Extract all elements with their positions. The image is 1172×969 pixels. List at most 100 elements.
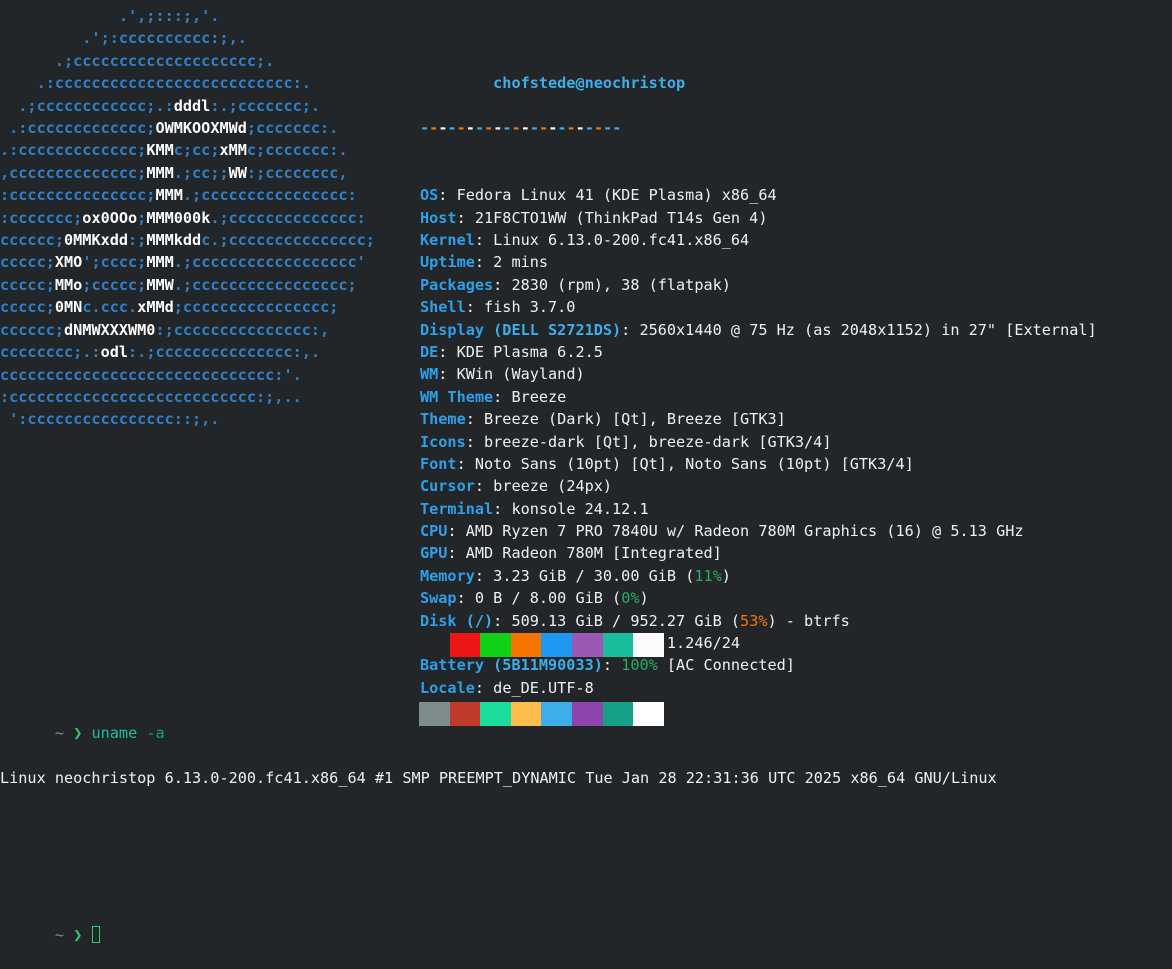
text-cursor[interactable] bbox=[91, 925, 100, 943]
prompt-cwd-current: ~ bbox=[54, 925, 65, 944]
info-value-tail: ) bbox=[721, 566, 731, 585]
terminal-color-palette bbox=[419, 588, 664, 770]
info-value-percent: 53% bbox=[740, 611, 768, 630]
info-key-suffix: (/) bbox=[456, 611, 494, 630]
palette-swatch-normal-4 bbox=[541, 632, 572, 657]
fastfetch-output: .',;:::;,'. .';:cccccccccc:;,. .;ccccccc… bbox=[0, 5, 1097, 744]
rule-dash: - bbox=[557, 119, 567, 138]
logo-line: .';:cccccccccc:;,. bbox=[0, 29, 247, 48]
rule-dash: - bbox=[438, 119, 448, 138]
command-name: uname bbox=[91, 724, 138, 743]
info-key: Terminal bbox=[420, 499, 494, 518]
prompt-line-history: ~ ❯ uname -a bbox=[0, 700, 997, 742]
palette-swatch-bright-0 bbox=[419, 701, 450, 726]
username: chofstede bbox=[493, 74, 576, 93]
info-key-suffix: (DELL S2721DS) bbox=[484, 320, 622, 339]
logo-line: :ccccccc;ox0OOo;MMM000k.;cccccccccccccc: bbox=[0, 208, 366, 227]
info-key: GPU bbox=[420, 544, 448, 563]
info-colon: : bbox=[465, 410, 485, 429]
info-row: WM: KWin (Wayland) bbox=[420, 363, 1097, 385]
info-value: AMD Ryzen 7 PRO 7840U w/ Radeon 780M Gra… bbox=[465, 522, 1024, 541]
info-value: fish 3.7.0 bbox=[484, 298, 576, 317]
palette-swatch-bright-1 bbox=[449, 701, 481, 726]
info-row: Display (DELL S2721DS): 2560x1440 @ 75 H… bbox=[420, 319, 1097, 341]
info-key: Cursor bbox=[420, 477, 475, 496]
info-entries: OS: Fedora Linux 41 (KDE Plasma) x86_64 H… bbox=[420, 184, 1097, 699]
logo-line: :ccccccccccccccccccccccccccc:;,.. bbox=[0, 387, 302, 406]
palette-row-bright bbox=[419, 701, 664, 726]
shell-session[interactable]: ~ ❯ uname -a Linux neochristop 6.13.0-20… bbox=[0, 655, 997, 969]
info-key: Theme bbox=[420, 410, 466, 429]
info-row: Host: 21F8CTO1WW (ThinkPad T14s Gen 4) bbox=[420, 207, 1097, 229]
info-key: Memory bbox=[420, 566, 475, 585]
info-key: WM Theme bbox=[420, 387, 494, 406]
info-key: OS bbox=[420, 186, 439, 205]
info-row: Icons: breeze-dark [Qt], breeze-dark [GT… bbox=[420, 431, 1097, 453]
info-key: DE bbox=[420, 342, 439, 361]
info-colon: : bbox=[493, 387, 512, 406]
palette-swatch-bright-4 bbox=[541, 701, 572, 726]
rule-dash: - bbox=[502, 119, 512, 138]
terminal-window[interactable]: .',;:::;,'. .';:cccccccccc:;,. .;ccccccc… bbox=[0, 0, 1172, 944]
info-value: AMD Radeon 780M [Integrated] bbox=[465, 544, 722, 563]
info-key: WM bbox=[420, 365, 439, 384]
palette-swatch-bright-2 bbox=[480, 701, 511, 726]
prompt-arrow-icon: ❯ bbox=[73, 724, 83, 743]
info-row: OS: Fedora Linux 41 (KDE Plasma) x86_64 bbox=[420, 184, 1097, 206]
logo-line: .:ccccccccccccc;KMMc;cc;xMMc;ccccccc:. bbox=[0, 141, 348, 160]
info-row: Shell: fish 3.7.0 bbox=[420, 296, 1097, 318]
system-info-list: chofstede@neochristop ------------------… bbox=[420, 5, 1097, 744]
info-colon: : bbox=[465, 298, 485, 317]
rule-dash: - bbox=[520, 119, 530, 138]
info-key: Uptime bbox=[420, 253, 475, 272]
rule-dash: - bbox=[539, 119, 549, 138]
info-colon: : bbox=[447, 522, 466, 541]
logo-line: .;cccccccccccccccccccc;. bbox=[0, 51, 275, 70]
info-row: DE: KDE Plasma 6.2.5 bbox=[420, 341, 1097, 363]
info-value: 21F8CTO1WW (ThinkPad T14s Gen 4) bbox=[474, 208, 768, 227]
at-separator: @ bbox=[575, 74, 585, 93]
info-key: Host bbox=[420, 208, 457, 227]
prompt-line-current[interactable]: ~ ❯ bbox=[0, 901, 997, 944]
info-value-percent: 11% bbox=[694, 566, 722, 585]
logo-line: .;cccccccccccc;.:dddl:.;ccccccc;. bbox=[0, 96, 321, 115]
info-colon: : bbox=[474, 231, 494, 249]
rule-dash: - bbox=[584, 119, 594, 138]
info-row: CPU: AMD Ryzen 7 PRO 7840U w/ Radeon 780… bbox=[420, 520, 1097, 542]
logo-line: cccccccccccccccccccccccccccccc:'. bbox=[0, 365, 302, 384]
prompt-arrow-icon-current: ❯ bbox=[73, 925, 83, 944]
logo-line: .',;:::;,'. bbox=[0, 7, 220, 25]
rule-dash: - bbox=[603, 119, 613, 138]
rule-dash: - bbox=[420, 119, 430, 138]
info-colon: : bbox=[447, 544, 466, 563]
info-key: Font bbox=[420, 454, 457, 473]
rule-dash: - bbox=[566, 119, 576, 138]
info-colon: : bbox=[493, 611, 512, 630]
info-key: Display bbox=[420, 320, 485, 339]
rule-dash: - bbox=[465, 119, 475, 138]
rule-dash: - bbox=[593, 119, 604, 138]
info-value: Noto Sans (10pt) [Qt], Noto Sans (10pt) … bbox=[474, 454, 914, 473]
logo-line: ccccc;0MNc.ccc.xMMd;cccccccccccccccc; bbox=[0, 298, 339, 317]
rule-dash: - bbox=[447, 119, 457, 138]
palette-swatch-bright-3 bbox=[510, 701, 542, 726]
info-row: Memory: 3.23 GiB / 30.00 GiB (11%) bbox=[420, 565, 1097, 587]
logo-line: ,cccccccccccccc;MMM.;cc;;WW:;cccccccc, bbox=[0, 163, 348, 182]
fedora-ascii-logo: .',;:::;,'. .';:cccccccccc:;,. .;ccccccc… bbox=[0, 5, 420, 431]
info-key: Locale bbox=[420, 678, 475, 697]
logo-line: .:cccccccccccccccccccccccccc:. bbox=[0, 74, 311, 93]
info-key: Kernel bbox=[420, 231, 475, 249]
rule-dash: - bbox=[575, 119, 585, 138]
info-row: Packages: 2830 (rpm), 38 (flatpak) bbox=[420, 274, 1097, 296]
info-value-percent: 0% bbox=[621, 589, 640, 608]
blank-line bbox=[0, 834, 997, 856]
logo-line: cccccc;dNMWXXXWM0:;ccccccccccccccc:, bbox=[0, 320, 330, 339]
info-key: CPU bbox=[420, 522, 448, 541]
logo-line: cccccccc;.:odl:.;ccccccccccccccc:,. bbox=[0, 343, 321, 362]
info-value: 509.13 GiB / 952.27 GiB ( bbox=[511, 611, 741, 630]
info-value: KDE Plasma 6.2.5 bbox=[456, 342, 603, 361]
fastfetch-title: chofstede@neochristop bbox=[420, 50, 1097, 92]
info-key-suffix: (5B11M90033) bbox=[484, 656, 603, 675]
info-colon: : bbox=[438, 365, 457, 384]
rule-dash: - bbox=[474, 119, 485, 138]
